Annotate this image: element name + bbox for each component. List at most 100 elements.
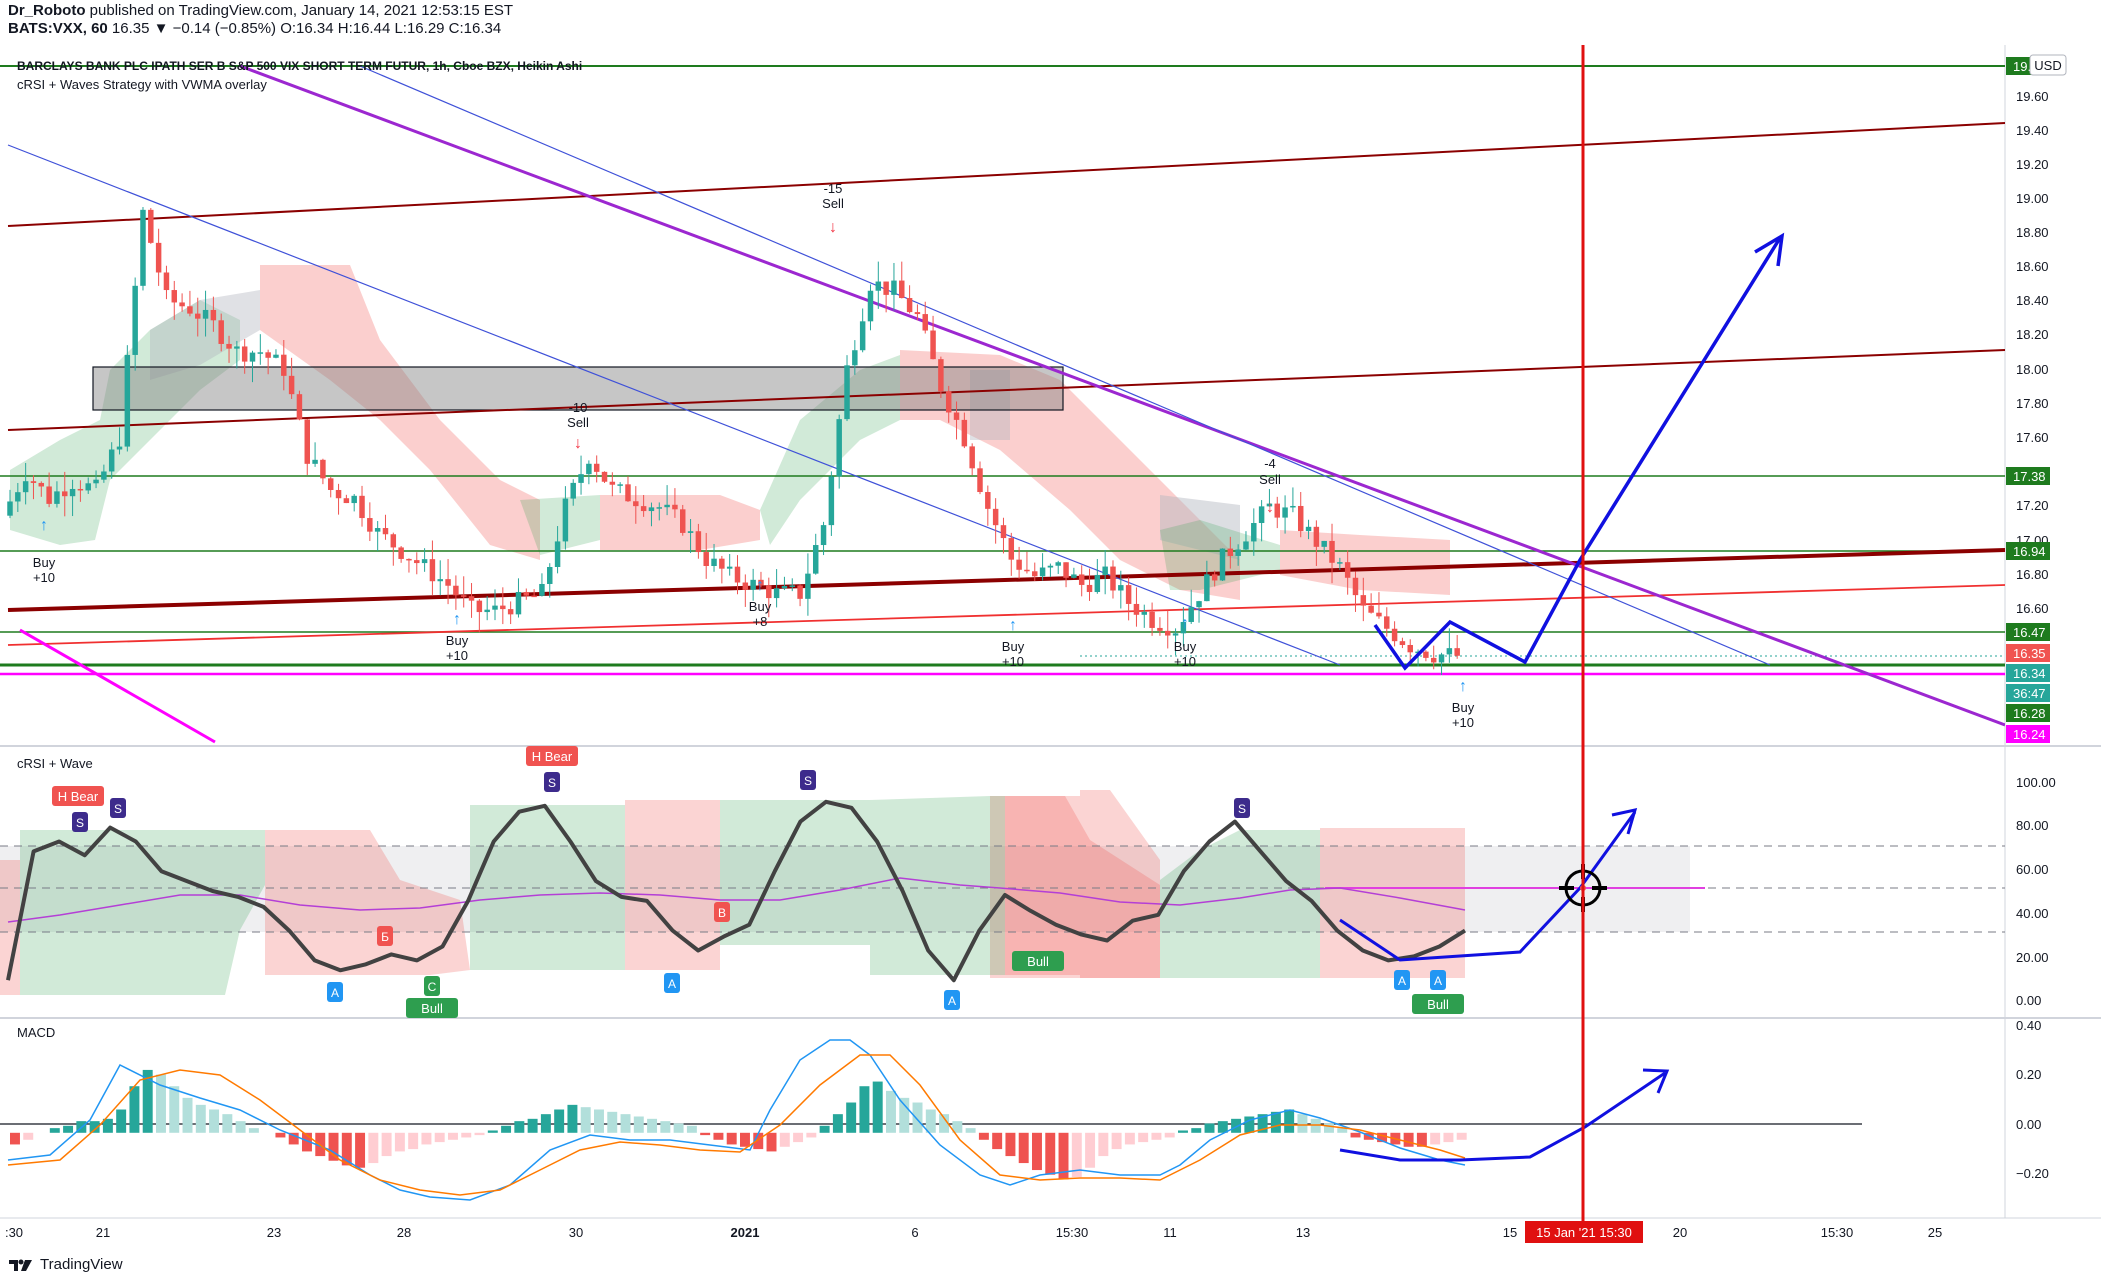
crsi-marker[interactable]: A (327, 982, 343, 1002)
crsi-marker-label: S (804, 774, 812, 788)
candle-body (320, 459, 326, 479)
trendline-darkred-top[interactable] (7, 122, 2005, 227)
candle-body (726, 566, 733, 569)
crsi-marker[interactable]: S (110, 798, 126, 818)
macd-bar (899, 1097, 910, 1133)
candle-body (210, 309, 217, 321)
crsi-marker[interactable]: B (714, 902, 730, 922)
buy-arrow-icon: ↑ (1009, 617, 1017, 634)
macd-projection[interactable] (1339, 1071, 1666, 1162)
author-name[interactable]: Dr_Roboto (8, 2, 86, 19)
price-tag-label: 36:47 (2013, 686, 2046, 701)
crsi-marker-label: H Bear (58, 789, 99, 804)
candle-body (523, 591, 530, 596)
macd-bar (10, 1132, 20, 1145)
macd-bar (554, 1109, 565, 1133)
crsi-marker[interactable]: A (664, 973, 680, 993)
trendline-darkred-mid[interactable] (7, 349, 2005, 431)
crsi-marker[interactable]: Б (377, 926, 393, 946)
crsi-marker[interactable]: A (1394, 970, 1410, 990)
projection-path[interactable] (1373, 237, 1782, 671)
candle-body (1376, 612, 1382, 617)
crsi-marker[interactable]: S (544, 772, 560, 792)
indicator-legend[interactable]: cRSI + Waves Strategy with VWMA overlay (17, 77, 267, 92)
macd-panel-title[interactable]: MACD (17, 1025, 55, 1040)
macd-bar (501, 1125, 512, 1133)
candle-body (1063, 562, 1069, 578)
price-axis-label: 16.80 (2016, 567, 2049, 582)
price-axis-label: 19.40 (2016, 123, 2049, 138)
macd-bar (939, 1114, 950, 1133)
trendline-blue-lower[interactable] (7, 144, 1341, 666)
signal-buy-text: Buy (1452, 700, 1475, 715)
crsi-panel-title[interactable]: cRSI + Wave (17, 756, 93, 771)
candle-body (750, 579, 756, 590)
candle-body (1290, 505, 1296, 508)
crsi-marker-label: Bull (1427, 997, 1449, 1012)
crsi-axis[interactable]: 100.00 80.00 60.00 40.00 20.00 0.00 (2016, 775, 2056, 1008)
candle-body (202, 309, 209, 319)
crsi-marker[interactable]: A (1430, 970, 1446, 990)
time-axis-label: 15 (1503, 1225, 1517, 1240)
trendline-red-lower[interactable] (7, 584, 2005, 646)
crsi-projection-arrowhead (1611, 807, 1638, 835)
trendline-blue-upper[interactable] (359, 65, 1771, 666)
macd-axis[interactable]: 0.40 0.20 0.00 −0.20 (2016, 1018, 2049, 1181)
macd-bar (1297, 1114, 1308, 1133)
signal-buy-text: Buy (446, 633, 469, 648)
macd-bar (1098, 1132, 1109, 1157)
candle-body (601, 471, 608, 482)
crsi-marker[interactable]: S (800, 770, 816, 790)
candle-body (382, 528, 389, 535)
trendline-purple[interactable] (239, 64, 2005, 727)
candle-body (547, 566, 553, 584)
vwma-cloud-red (600, 495, 760, 550)
time-axis-label: :30 (5, 1225, 23, 1240)
price-tag-label: 16.24 (2013, 727, 2046, 742)
time-axis[interactable]: :30 21 23 28 30 2021 6 15:30 11 13 15 20 15:30 25 (5, 1225, 1942, 1240)
candle-body (54, 491, 60, 504)
macd-bar (965, 1128, 976, 1133)
candle-body (1102, 566, 1108, 575)
trendline-darkred-thick[interactable] (7, 548, 2005, 612)
candle-body (1344, 562, 1351, 578)
candle-body (1078, 574, 1085, 585)
trendline-magenta[interactable] (19, 628, 216, 744)
crsi-marker[interactable]: Bull (1012, 951, 1064, 971)
candle-body (359, 495, 365, 519)
macd-bar (23, 1132, 34, 1140)
crsi-marker[interactable]: S (72, 812, 88, 832)
currency-badge[interactable] (2029, 54, 2067, 76)
candle-body (578, 474, 584, 483)
macd-bar (779, 1132, 790, 1147)
buy-arrow-icon: ↑ (1459, 678, 1467, 695)
crsi-marker[interactable]: A (944, 990, 960, 1010)
candle-body (367, 518, 373, 532)
candle-body (617, 484, 623, 486)
candle-body (1274, 503, 1280, 518)
candle-body (163, 272, 170, 291)
macd-bar (275, 1132, 286, 1138)
time-axis-label: 21 (96, 1225, 110, 1240)
crsi-marker-label: Bull (1027, 954, 1049, 969)
crsi-marker[interactable]: C (424, 976, 440, 996)
price-axis[interactable]: 19.60 19.40 19.20 19.00 18.80 18.60 18.40 18.20… (2016, 89, 2049, 616)
crsi-marker[interactable]: S (1234, 798, 1250, 818)
crsi-projection[interactable] (1339, 811, 1637, 962)
crsi-marker[interactable]: H Bear (52, 786, 104, 806)
candle-body (46, 486, 52, 504)
price-panel-title[interactable]: BARCLAYS BANK PLC IPATH SER B S&P 500 VI… (17, 59, 582, 73)
crsi-marker[interactable]: H Bear (526, 746, 578, 766)
candle-body (1360, 595, 1367, 606)
symbol-label[interactable]: BATS:VXX, 60 (8, 20, 108, 37)
candle-body (672, 504, 678, 510)
candle-body (515, 591, 522, 615)
candle-body (148, 209, 154, 243)
macd-bar (886, 1090, 896, 1133)
candle-body (828, 476, 835, 526)
candle-body (797, 585, 803, 599)
crsi-marker[interactable]: Bull (406, 998, 458, 1018)
crsi-marker[interactable]: Bull (1412, 994, 1464, 1014)
tradingview-footer[interactable]: TradingView (8, 1256, 123, 1273)
